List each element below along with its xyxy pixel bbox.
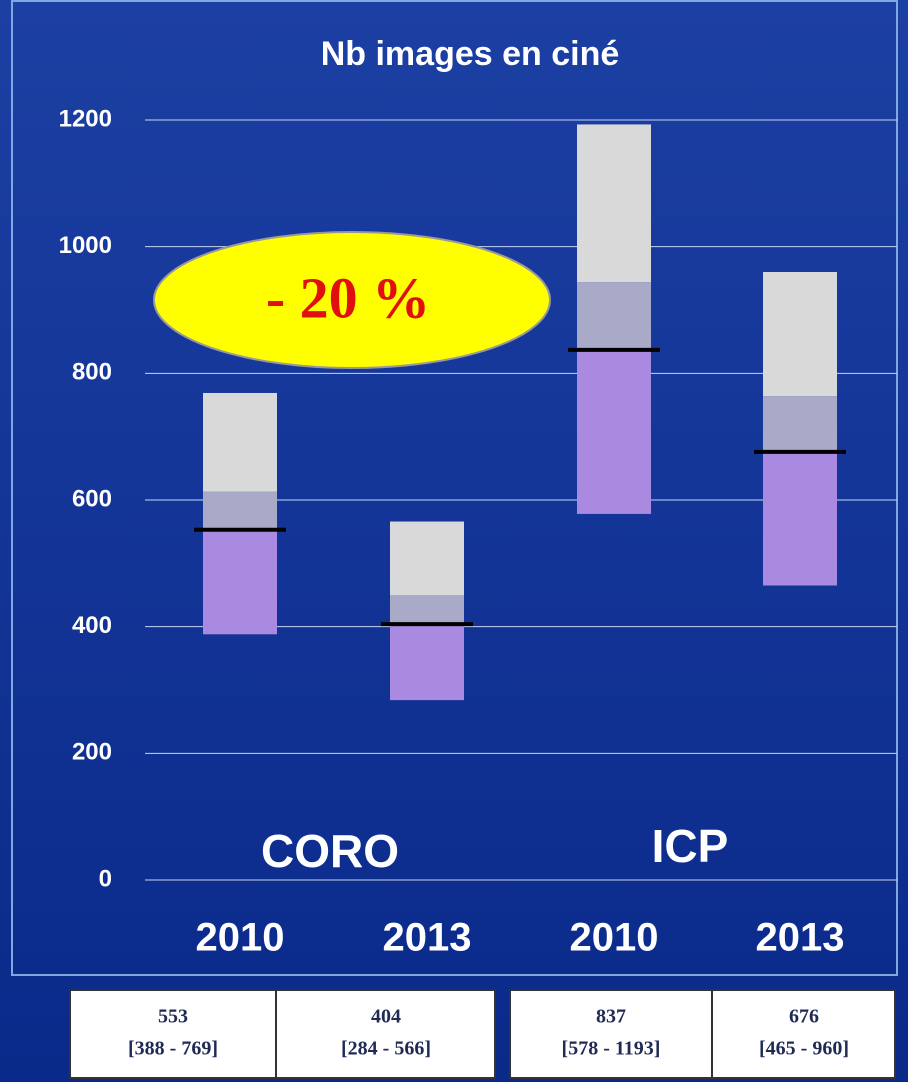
table-median: 553 <box>158 1006 188 1028</box>
annotation-bubble <box>153 231 551 369</box>
table-range: [465 - 960] <box>759 1038 849 1060</box>
x-tick-label: 2013 <box>756 916 845 960</box>
box-middle <box>763 396 837 452</box>
table-range: [578 - 1193] <box>562 1038 661 1060</box>
table-box <box>69 989 496 1079</box>
table-range: [284 - 566] <box>341 1038 431 1060</box>
y-tick-label: 0 <box>99 865 112 892</box>
box-lower <box>763 451 837 586</box>
table-median: 837 <box>596 1006 626 1028</box>
box-middle <box>577 282 651 350</box>
box-upper <box>763 272 837 397</box>
table-box <box>509 989 896 1079</box>
box-upper <box>577 124 651 283</box>
box-upper <box>390 521 464 595</box>
box-lower <box>390 624 464 701</box>
box-lower <box>577 349 651 514</box>
x-tick-label: 2010 <box>196 916 285 960</box>
box-middle <box>390 595 464 625</box>
box-upper <box>203 392 277 492</box>
box-lower <box>203 529 277 635</box>
chart-title: Nb images en ciné <box>321 35 620 73</box>
y-tick-label: 800 <box>72 359 112 386</box>
y-tick-label: 1000 <box>59 232 112 259</box>
x-tick-label: 2010 <box>570 916 659 960</box>
annotation: - 20 % <box>266 265 430 330</box>
group-label: ICP <box>652 820 729 872</box>
box-middle <box>203 491 277 530</box>
x-tick-label: 2013 <box>383 916 472 960</box>
y-tick-label: 600 <box>72 485 112 512</box>
panel-border <box>11 0 898 976</box>
table-median: 404 <box>371 1006 401 1028</box>
y-tick-label: 400 <box>72 612 112 639</box>
y-tick-label: 200 <box>72 739 112 766</box>
table-range: [388 - 769] <box>128 1038 218 1060</box>
y-tick-label: 1200 <box>59 105 112 132</box>
table-median: 676 <box>789 1006 819 1028</box>
group-label: CORO <box>261 825 399 877</box>
